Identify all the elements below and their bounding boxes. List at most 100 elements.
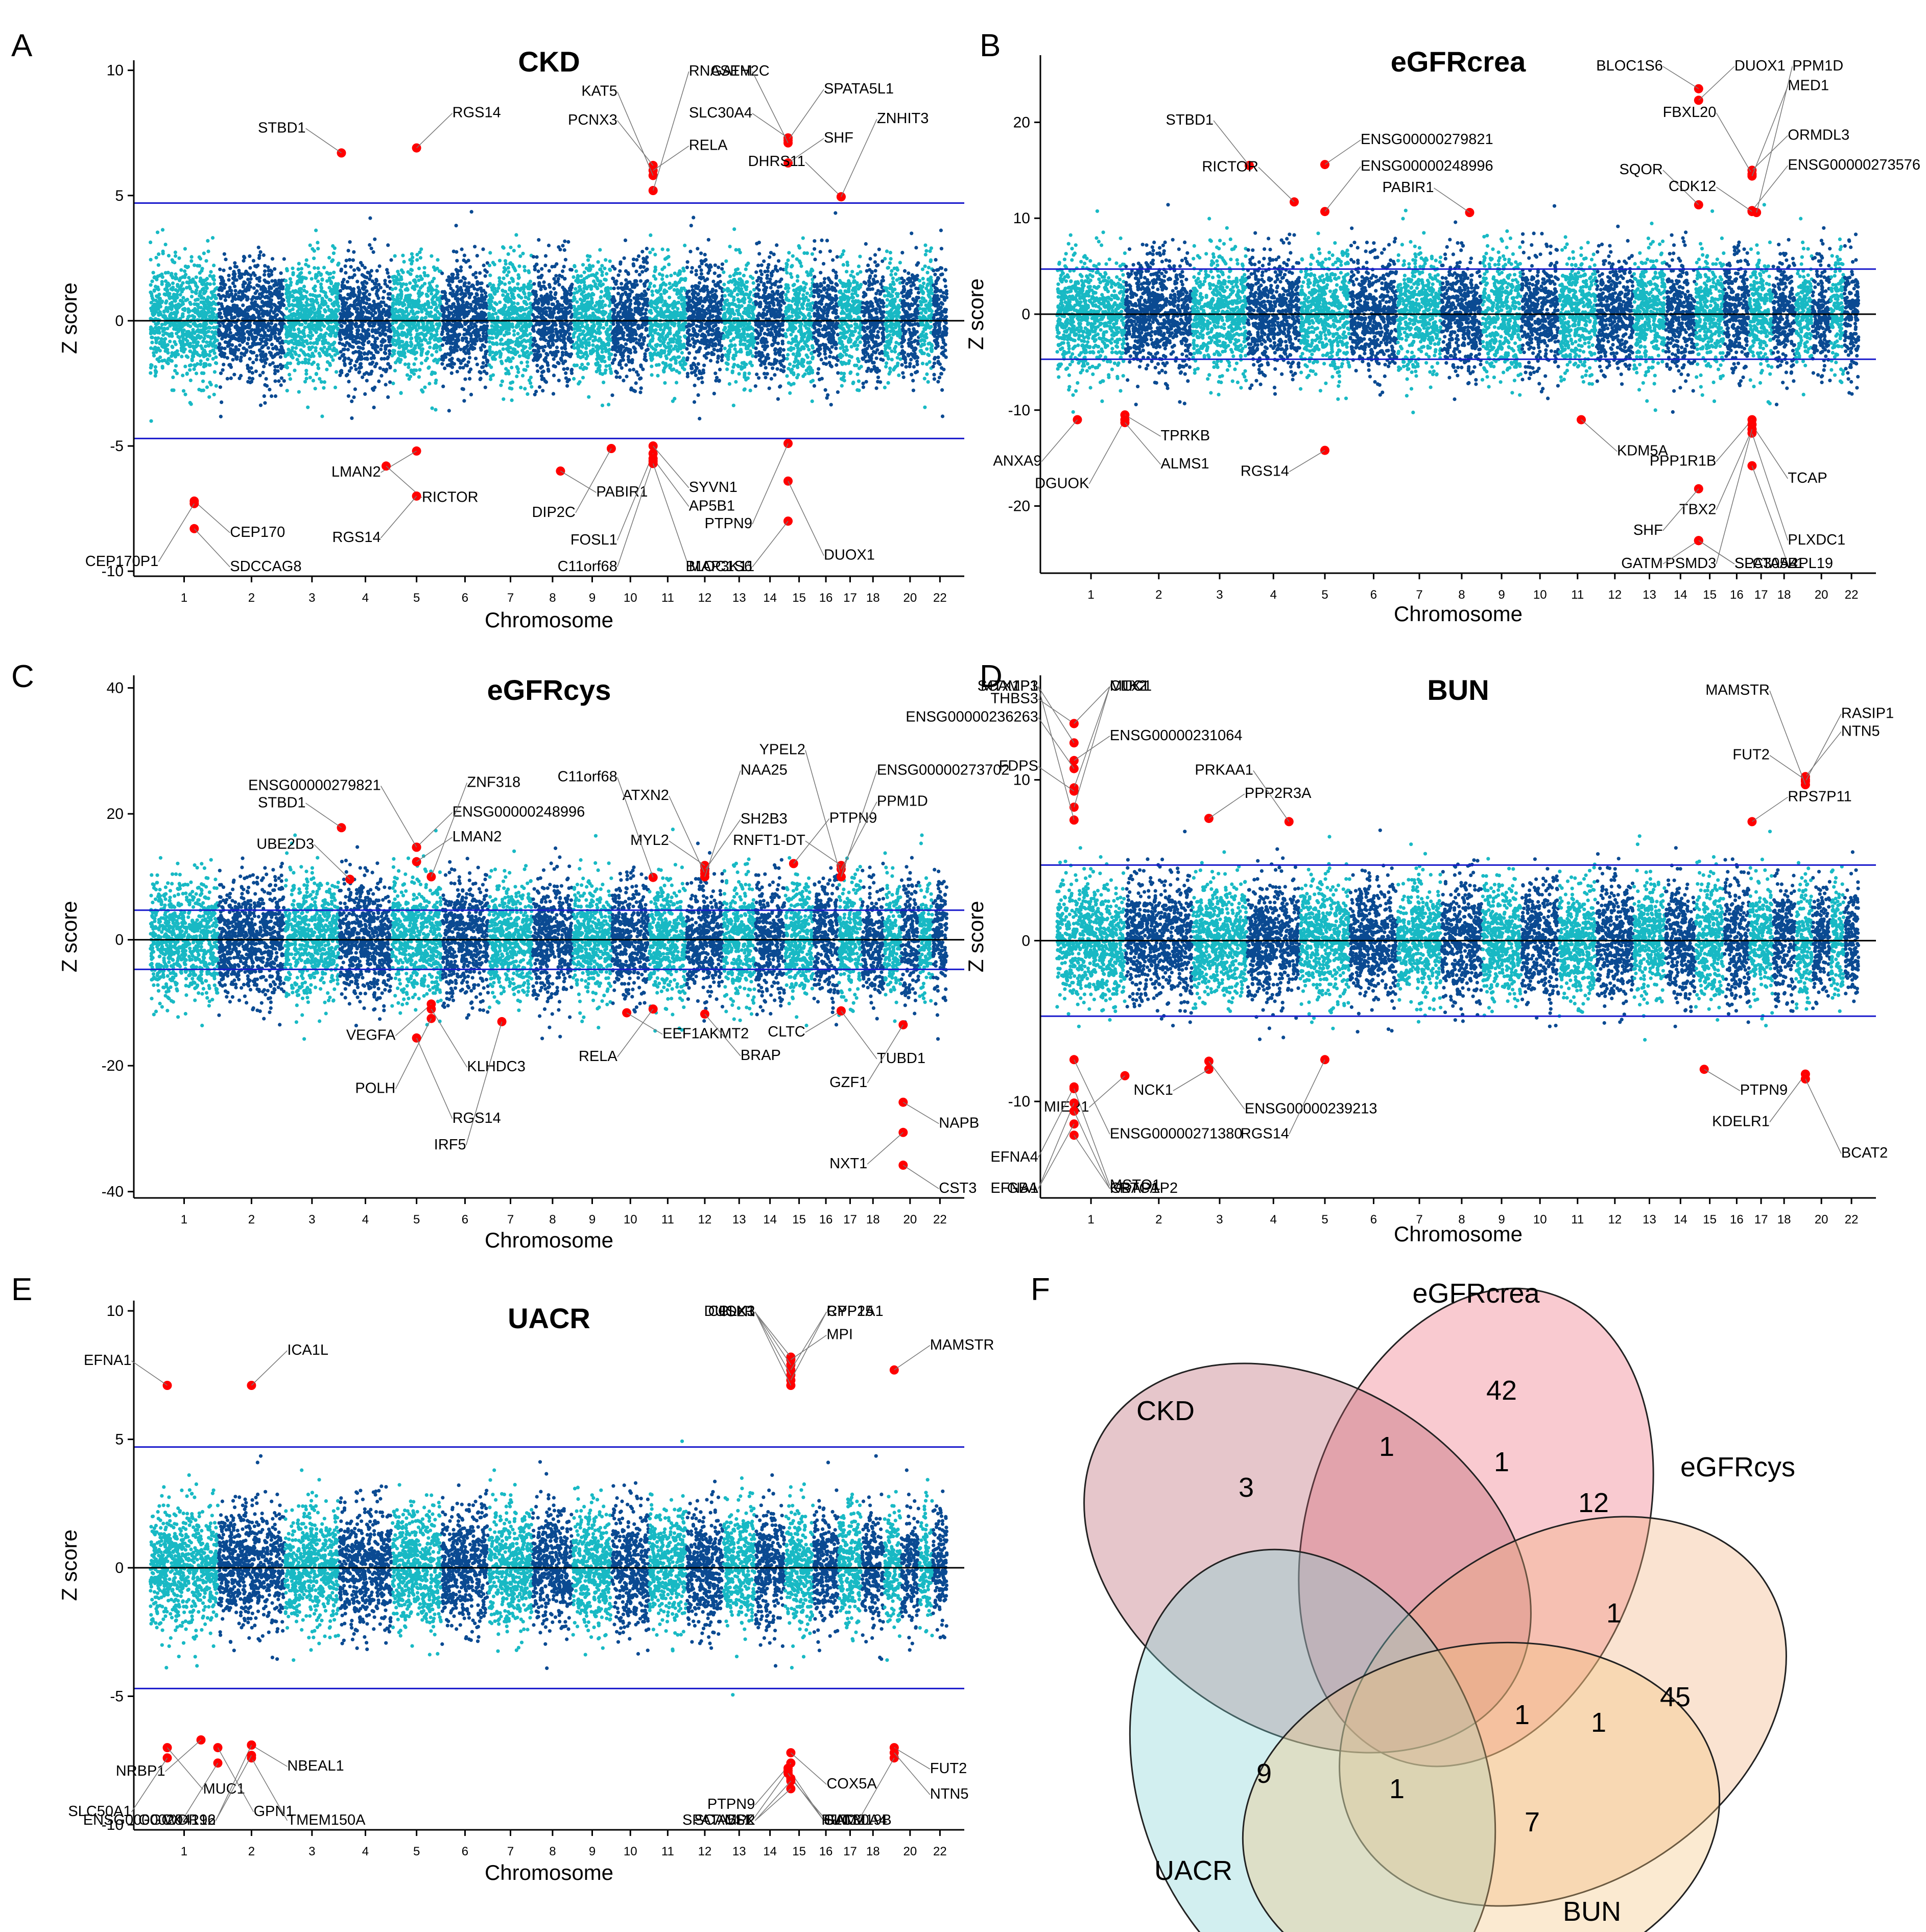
data-point bbox=[345, 331, 348, 334]
data-point bbox=[219, 316, 223, 319]
data-point bbox=[182, 389, 185, 393]
data-point bbox=[359, 357, 363, 361]
data-point bbox=[436, 267, 439, 270]
data-point bbox=[462, 316, 466, 319]
data-point bbox=[219, 275, 222, 279]
data-point bbox=[330, 355, 334, 359]
data-point bbox=[248, 369, 251, 373]
data-point bbox=[286, 269, 289, 272]
data-point bbox=[484, 352, 487, 356]
data-point bbox=[403, 363, 407, 366]
data-point bbox=[225, 341, 229, 344]
data-point bbox=[156, 321, 160, 325]
data-point bbox=[394, 302, 398, 305]
data-point bbox=[502, 270, 506, 274]
data-point bbox=[188, 401, 192, 405]
data-point bbox=[533, 393, 537, 396]
data-point bbox=[567, 305, 571, 309]
data-point bbox=[294, 340, 298, 344]
data-point bbox=[432, 296, 435, 299]
data-point bbox=[150, 292, 153, 295]
data-point bbox=[513, 287, 516, 290]
data-point bbox=[178, 323, 182, 326]
data-point bbox=[451, 273, 455, 276]
data-point bbox=[527, 284, 531, 287]
data-point bbox=[313, 266, 316, 270]
data-point bbox=[408, 295, 411, 298]
data-point bbox=[548, 296, 551, 300]
data-point bbox=[530, 385, 533, 389]
data-point bbox=[368, 303, 371, 307]
data-point bbox=[384, 303, 387, 307]
data-point bbox=[549, 313, 552, 317]
data-point bbox=[543, 328, 546, 332]
data-point bbox=[232, 373, 236, 376]
data-point bbox=[205, 299, 209, 302]
data-point bbox=[349, 359, 353, 362]
data-point bbox=[320, 302, 324, 305]
data-point bbox=[164, 243, 168, 246]
data-point bbox=[350, 399, 353, 403]
data-point bbox=[288, 328, 291, 332]
data-point bbox=[527, 292, 531, 295]
data-point bbox=[153, 302, 156, 306]
data-point bbox=[241, 303, 245, 307]
data-point bbox=[456, 335, 460, 338]
data-point bbox=[231, 281, 235, 285]
data-point bbox=[297, 268, 300, 271]
data-point bbox=[423, 282, 426, 286]
data-point bbox=[388, 381, 392, 384]
data-point bbox=[485, 270, 489, 274]
data-point bbox=[358, 366, 361, 370]
data-point bbox=[407, 363, 411, 366]
data-point bbox=[155, 328, 158, 332]
data-point bbox=[560, 316, 564, 320]
data-point bbox=[279, 350, 282, 354]
data-point bbox=[440, 333, 444, 336]
data-point bbox=[552, 392, 555, 395]
data-point bbox=[274, 324, 277, 327]
data-point bbox=[267, 328, 270, 332]
data-point bbox=[365, 332, 368, 335]
data-point bbox=[523, 354, 527, 358]
data-point bbox=[565, 297, 568, 300]
data-point bbox=[520, 315, 524, 318]
data-point bbox=[273, 365, 277, 368]
data-point bbox=[243, 336, 246, 340]
data-point bbox=[544, 296, 548, 300]
data-point bbox=[517, 276, 521, 279]
data-point bbox=[213, 287, 217, 291]
data-point bbox=[394, 298, 398, 302]
data-point bbox=[564, 289, 567, 293]
data-point bbox=[349, 265, 353, 269]
data-point bbox=[409, 344, 413, 348]
data-point bbox=[567, 336, 570, 339]
data-point bbox=[383, 326, 387, 329]
data-point bbox=[506, 310, 510, 314]
data-point bbox=[313, 249, 316, 253]
data-point bbox=[200, 371, 204, 375]
data-point bbox=[545, 293, 549, 296]
data-point bbox=[150, 364, 154, 367]
data-point bbox=[245, 325, 249, 329]
data-point bbox=[516, 367, 520, 371]
data-point bbox=[447, 304, 451, 308]
data-point bbox=[322, 346, 326, 349]
data-point bbox=[443, 366, 446, 370]
data-point bbox=[171, 375, 175, 379]
data-point bbox=[522, 300, 526, 303]
data-point bbox=[371, 335, 375, 338]
data-point bbox=[282, 303, 286, 307]
data-point bbox=[284, 365, 288, 368]
data-point bbox=[310, 277, 314, 280]
data-point bbox=[307, 347, 311, 351]
data-point bbox=[473, 245, 477, 248]
data-point bbox=[405, 315, 409, 318]
data-point bbox=[180, 340, 184, 343]
data-point bbox=[478, 287, 482, 290]
data-point bbox=[371, 324, 374, 328]
data-point bbox=[522, 285, 526, 289]
data-point bbox=[406, 288, 410, 291]
data-point bbox=[308, 244, 312, 247]
data-point bbox=[223, 333, 227, 336]
